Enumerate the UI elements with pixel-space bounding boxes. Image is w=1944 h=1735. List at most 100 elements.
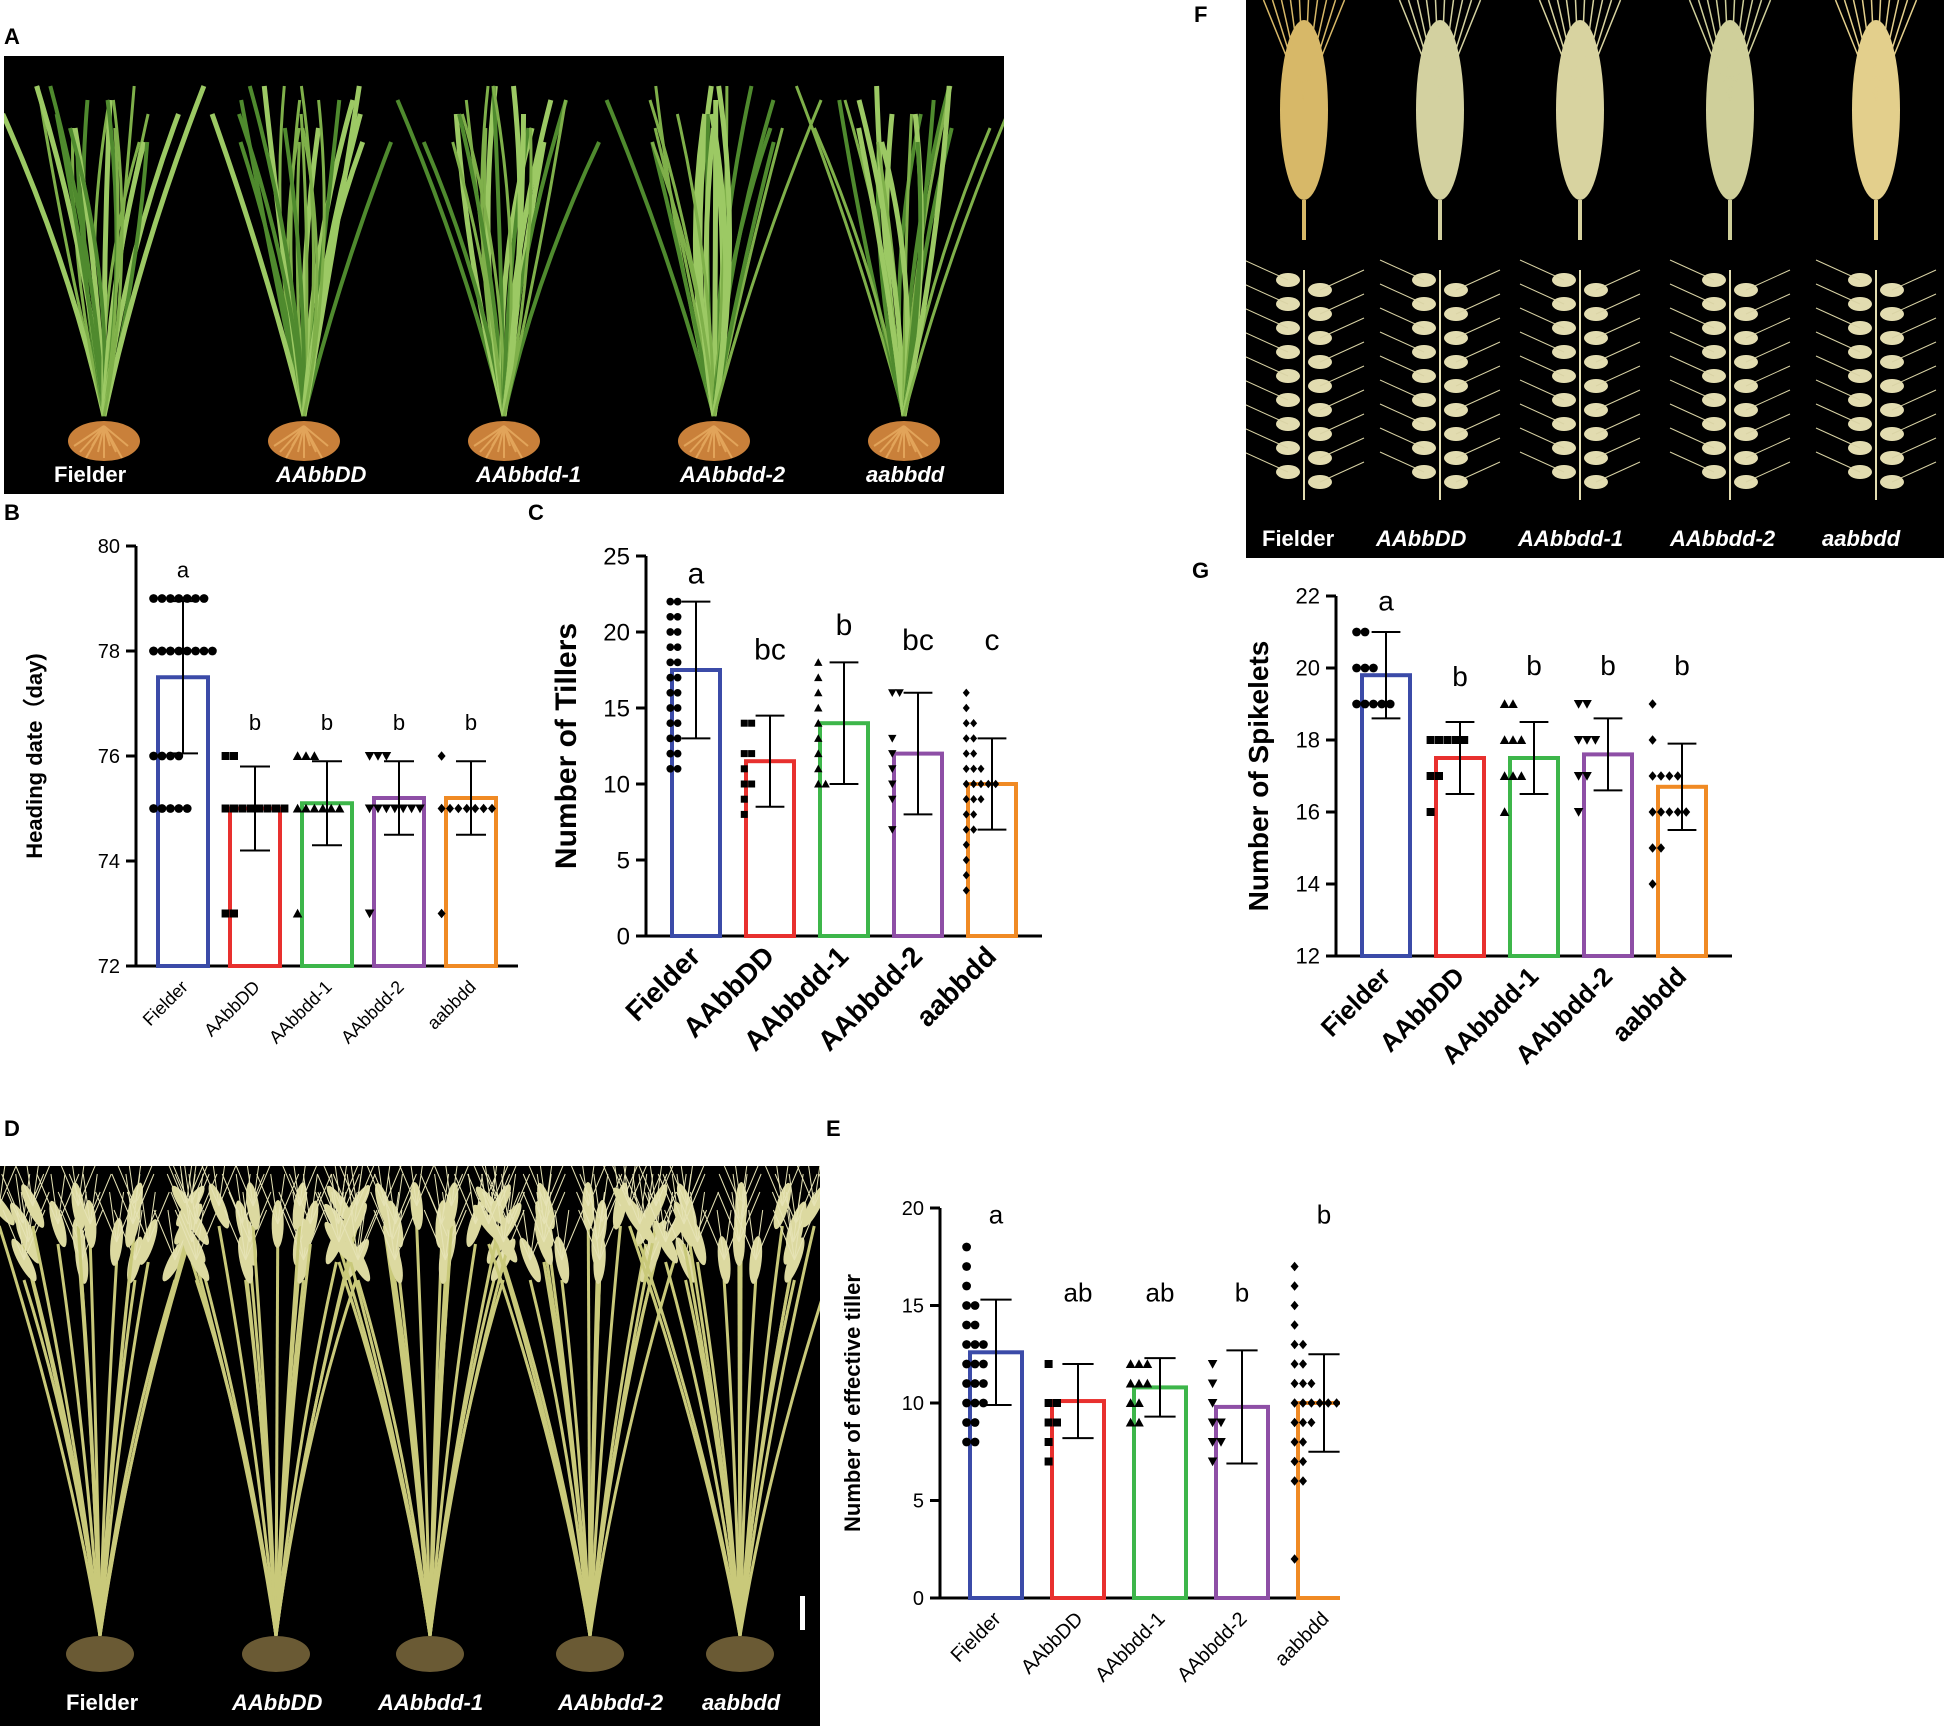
- data-point: [221, 909, 230, 918]
- significance-label: a: [177, 558, 190, 583]
- data-point: [230, 909, 238, 918]
- data-point: [962, 1340, 971, 1349]
- data-point: [970, 1437, 980, 1447]
- data-point: [230, 804, 238, 813]
- y-tick-label: 76: [98, 746, 120, 768]
- chart-spikelets: 12 14 16 18 20 22 Number of Spikelets a Fielder b…: [1230, 570, 1750, 1130]
- y-axis-label: Number of Tillers: [550, 623, 583, 869]
- x-tick-label: aabbdd: [910, 940, 1002, 1032]
- data-point: [979, 1379, 988, 1388]
- chart-tillers: 0 5 10 15 20 25 Number of Tillers a Fielder bc AAb…: [540, 520, 1080, 1100]
- data-point: [390, 804, 400, 814]
- data-point: [673, 719, 682, 728]
- data-point: [895, 689, 904, 697]
- data-point: [182, 646, 192, 656]
- data-point: [977, 764, 985, 773]
- data-point: [437, 751, 446, 761]
- data-point: [962, 825, 970, 834]
- data-point: [381, 752, 392, 761]
- data-point: [1508, 735, 1518, 744]
- data-point: [1290, 1417, 1299, 1428]
- chart-effective-tiller: 0 5 10 15 20 Number of effective tiller a Field…: [820, 1170, 1380, 1730]
- data-point: [970, 1359, 980, 1369]
- data-point: [1360, 699, 1370, 709]
- data-point: [666, 719, 675, 728]
- x-tick-label: Fielder: [947, 1608, 1006, 1667]
- data-point: [740, 750, 748, 758]
- data-point: [970, 810, 978, 819]
- data-point: [1426, 736, 1435, 744]
- label-aabbdd-upper-f: AAbbDD: [1376, 526, 1467, 551]
- data-point: [1053, 1418, 1061, 1427]
- data-point: [1360, 627, 1370, 637]
- panel-letter-b: B: [4, 500, 20, 525]
- data-point: [888, 826, 897, 834]
- significance-label: b: [393, 710, 405, 735]
- label-fielder-a: Fielder: [54, 462, 127, 487]
- data-point: [1290, 1300, 1299, 1311]
- data-point: [962, 1418, 971, 1427]
- data-point: [962, 1398, 971, 1408]
- data-point: [157, 594, 167, 603]
- panel-letter-d: D: [4, 1116, 20, 1141]
- data-point: [1516, 735, 1527, 744]
- data-point: [962, 734, 970, 743]
- data-point: [1648, 771, 1657, 781]
- data-point: [415, 804, 425, 814]
- mature-plant: [467, 1166, 701, 1672]
- spikes-illustration: [1246, 0, 1937, 500]
- data-point: [740, 780, 748, 788]
- data-point: [1573, 772, 1584, 781]
- data-point: [471, 803, 480, 814]
- seedling-plant: [395, 85, 601, 461]
- data-point: [1134, 1359, 1144, 1368]
- data-point: [1290, 1437, 1299, 1447]
- y-tick-label: 16: [1296, 800, 1320, 825]
- data-point: [970, 1320, 980, 1330]
- data-point: [673, 688, 682, 697]
- bar: [1132, 1385, 1188, 1600]
- data-point: [149, 751, 159, 761]
- data-point: [821, 779, 830, 788]
- data-point: [970, 1418, 980, 1427]
- data-point: [1134, 1417, 1144, 1427]
- significance-label: c: [985, 624, 1000, 657]
- data-point: [962, 1281, 971, 1291]
- data-point: [984, 779, 992, 789]
- x-tick-label: AAbbdd-1: [1091, 1608, 1169, 1686]
- data-point: [381, 804, 392, 814]
- data-point: [740, 719, 748, 727]
- data-point: [962, 1301, 971, 1310]
- spikelet-spread: [1519, 259, 1641, 500]
- data-point: [1352, 663, 1361, 673]
- y-tick-label: 25: [603, 543, 630, 570]
- data-point: [318, 803, 328, 813]
- data-point: [301, 803, 311, 813]
- data-point: [1682, 807, 1691, 817]
- data-point: [1499, 735, 1510, 744]
- data-point: [292, 908, 303, 918]
- data-point: [814, 734, 823, 742]
- significance-label: b: [1452, 661, 1468, 692]
- data-point: [309, 803, 320, 813]
- y-tick-label: 14: [1296, 872, 1320, 897]
- data-point: [221, 804, 230, 813]
- data-point: [1053, 1399, 1061, 1407]
- data-point: [1499, 699, 1510, 708]
- spikelet-spread: [1246, 260, 1365, 500]
- data-point: [1307, 1378, 1316, 1389]
- data-point: [888, 795, 897, 804]
- data-point: [1290, 1378, 1299, 1389]
- photo-seedlings: Fielder AAbbDD AAbbdd-1 AAbbdd-2 aabbdd: [4, 56, 1004, 494]
- data-point: [292, 751, 303, 760]
- data-point: [1207, 1379, 1218, 1389]
- y-tick-label: 0: [913, 1588, 924, 1610]
- data-point: [149, 646, 159, 656]
- panel-letter-g: G: [1192, 558, 1210, 583]
- data-point: [666, 658, 675, 667]
- data-point: [962, 810, 970, 819]
- data-point: [666, 643, 675, 652]
- y-tick-label: 80: [98, 536, 120, 558]
- data-point: [666, 749, 675, 758]
- data-point: [970, 1398, 980, 1408]
